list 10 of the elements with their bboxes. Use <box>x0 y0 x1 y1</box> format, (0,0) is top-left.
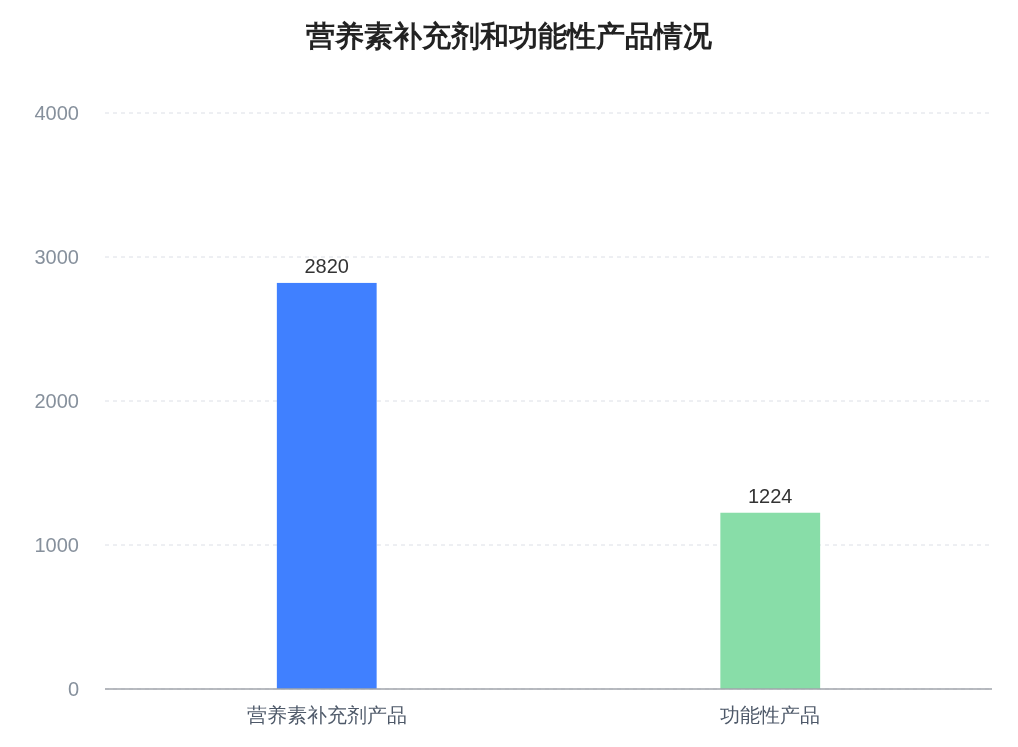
x-tick-label: 功能性产品 <box>720 703 821 727</box>
x-tick-label: 营养素补充剂产品 <box>246 703 407 727</box>
chart-title: 营养素补充剂和功能性产品情况 <box>305 19 713 53</box>
data-label: 2820 <box>304 254 349 277</box>
y-tick-label: 3000 <box>34 246 79 268</box>
y-tick-label: 0 <box>67 678 79 700</box>
y-tick-label: 4000 <box>34 102 79 124</box>
y-tick-label: 2000 <box>34 390 79 412</box>
data-label: 1224 <box>748 484 793 507</box>
y-tick-label: 1000 <box>34 534 79 556</box>
